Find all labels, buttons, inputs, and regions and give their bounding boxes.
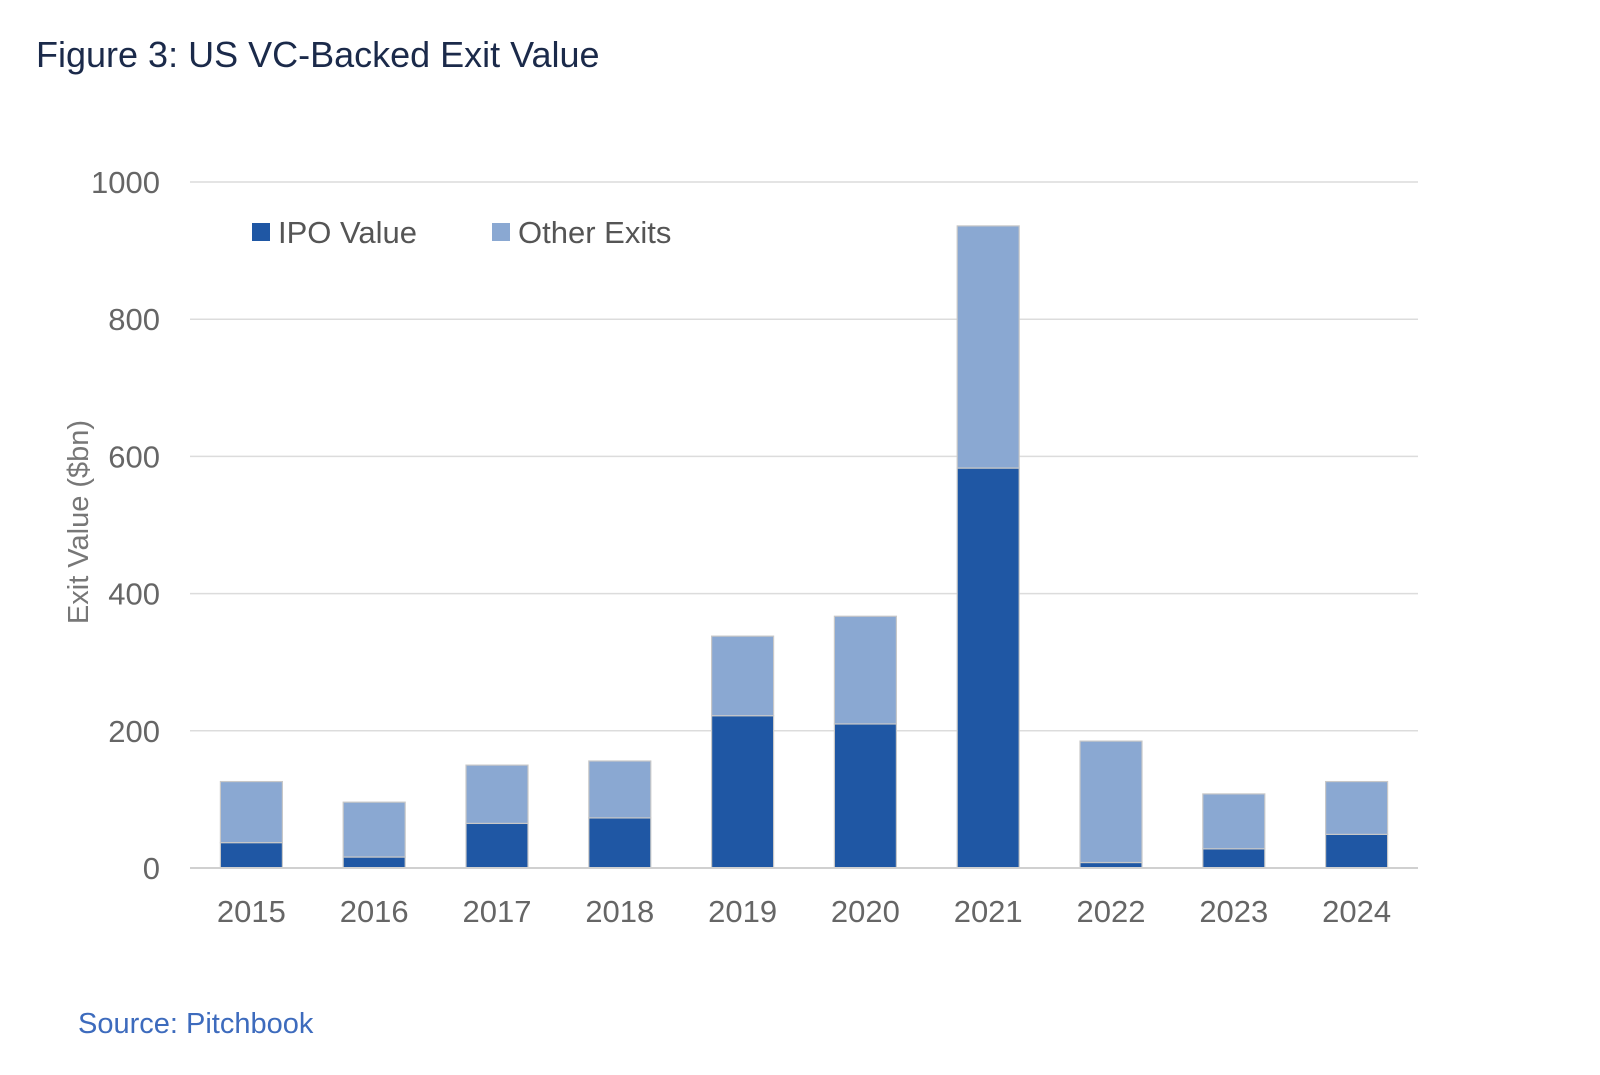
legend: IPO Value Other Exits [252,215,671,250]
y-tick-label: 800 [108,302,160,337]
y-tick-label: 400 [108,577,160,612]
bar-other-exits-2024 [1324,780,1389,835]
bar-ipo-value-2019 [710,715,775,869]
x-tick-label: 2022 [1077,894,1146,929]
y-tick-label: 600 [108,439,160,474]
bar-ipo-value-2016 [342,856,406,869]
x-axis-ticks: 2015 2016 2017 2018 2019 2020 2021 2022 2023 2024 [217,894,1391,929]
x-tick-label: 2018 [585,894,654,929]
bar-other-exits-2022 [1079,740,1143,864]
bar-ipo-value-2024 [1324,833,1389,869]
y-axis-label: Exit Value ($bn) [63,420,95,624]
bar-ipo-value-2015 [219,842,283,869]
x-tick-label: 2024 [1322,894,1391,929]
x-tick-label: 2019 [708,894,777,929]
bar-ipo-value-2017 [465,822,529,869]
legend-swatch-other-exits [492,223,510,241]
bars [219,225,1389,869]
legend-swatch-ipo-value [252,223,270,241]
x-tick-label: 2016 [340,894,409,929]
bar-other-exits-2016 [342,801,406,858]
figure-title: Figure 3: US VC-Backed Exit Value [36,34,600,75]
y-tick-label: 200 [108,714,160,749]
bar-ipo-value-2023 [1202,848,1266,869]
source-note: Source: Pitchbook [78,1008,314,1040]
bar-ipo-value-2018 [588,817,652,869]
bar-ipo-value-2020 [833,723,898,869]
gridlines [190,181,1418,732]
bar-other-exits-2023 [1202,793,1266,850]
bar-other-exits-2017 [465,764,529,825]
bar-other-exits-2021 [956,225,1020,469]
bar-other-exits-2020 [833,615,898,725]
bar-ipo-value-2021 [956,467,1020,869]
legend-label-ipo-value: IPO Value [278,215,417,250]
x-tick-label: 2023 [1199,894,1268,929]
x-tick-label: 2015 [217,894,286,929]
y-tick-label: 0 [143,851,160,886]
x-tick-label: 2021 [954,894,1023,929]
bar-other-exits-2019 [710,635,775,717]
bar-other-exits-2015 [219,780,283,844]
legend-label-other-exits: Other Exits [518,215,671,250]
y-axis-ticks: 0 200 400 600 800 1000 [91,165,160,886]
x-tick-label: 2017 [463,894,532,929]
y-tick-label: 1000 [91,165,160,200]
bar-other-exits-2018 [588,760,652,819]
x-tick-label: 2020 [831,894,900,929]
